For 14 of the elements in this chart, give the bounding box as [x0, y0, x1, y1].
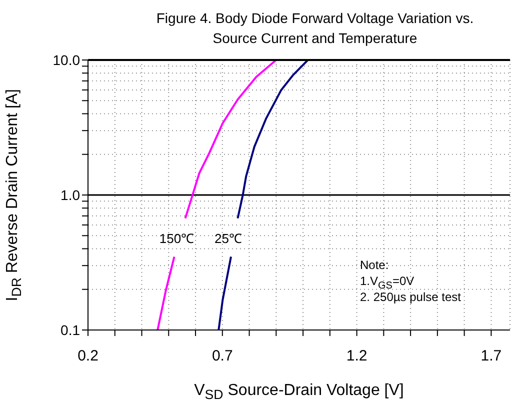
chart-title: Figure 4. Body Diode Forward Voltage Variation vs. Source Current and Temperature	[155, 9, 475, 48]
annotation: 1.V$_{GS}$=0V	[360, 274, 414, 292]
x-tick-label: 0.7	[212, 348, 233, 365]
x-axis-title: V$_{SD}$ Source-Drain Voltage [V]	[193, 382, 405, 402]
x-tick-label: 1.7	[480, 348, 502, 365]
x-tick-label: 0.2	[78, 348, 98, 365]
annotation: Note:	[360, 258, 389, 272]
series-label: 25℃	[214, 230, 242, 246]
y-tick-label: 10.0	[52, 52, 80, 68]
y-tick-label: 1.0	[60, 186, 80, 203]
annotation: 2. 250µs pulse test	[360, 290, 461, 304]
series-label: 150℃	[159, 230, 194, 246]
y-tick-label: 0.1	[60, 322, 80, 338]
x-tick-label: 1.2	[346, 348, 368, 365]
